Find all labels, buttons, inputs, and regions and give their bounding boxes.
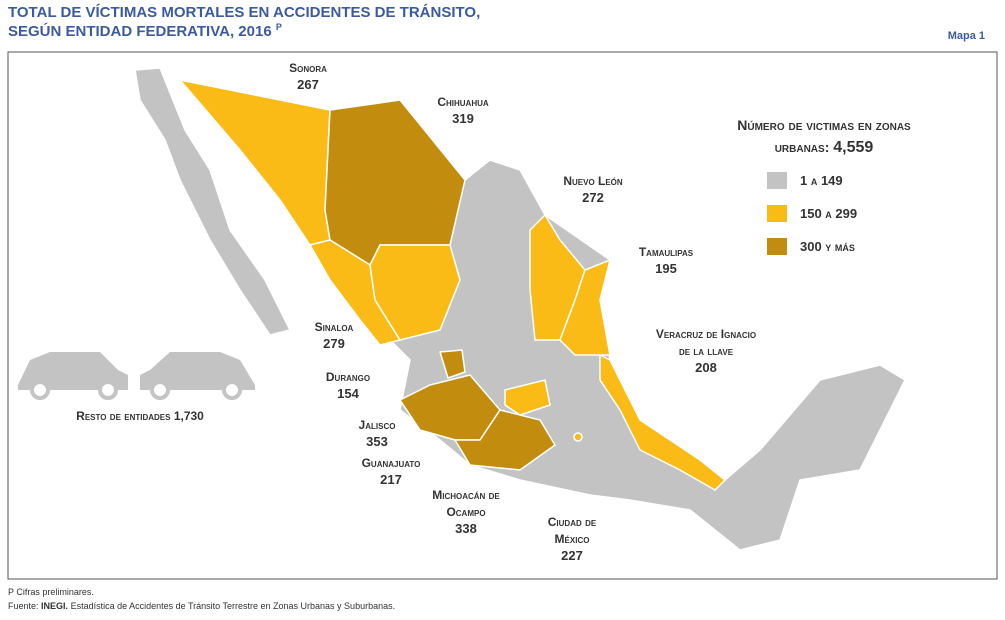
- note-mark: P: [8, 587, 14, 597]
- state-value: 227: [561, 548, 583, 563]
- state-value: 154: [337, 386, 359, 401]
- state-name: Guanajuato: [362, 456, 421, 470]
- legend-title: Número de victimas en zonas: [737, 117, 911, 133]
- guanajuato: [504, 379, 551, 416]
- tamaulipas: [559, 258, 612, 356]
- state-value: 267: [297, 77, 319, 92]
- state-name: Nuevo León: [563, 174, 623, 188]
- state-value: 195: [655, 261, 677, 276]
- title: TOTAL DE VÍCTIMAS MORTALES EN ACCIDENTES…: [8, 4, 481, 21]
- legend-label: 300 y más: [800, 239, 855, 254]
- legend-swatch: [767, 238, 787, 255]
- source-label: Fuente:: [8, 601, 39, 611]
- veracruz: [599, 353, 727, 491]
- state-value: 217: [380, 472, 402, 487]
- cars-icon: [18, 352, 255, 400]
- state-name: Chihuahua: [437, 95, 489, 109]
- frame: [7, 51, 998, 580]
- legend-label: 1 a 149: [800, 173, 843, 188]
- state-value: 272: [582, 190, 604, 205]
- chihuahua: [324, 99, 466, 267]
- rest-label: Resto de entidades 1,730: [76, 409, 204, 423]
- legend-title: urbanas: 4,559: [775, 139, 874, 156]
- source-text: Estadística de Accidentes de Tránsito Te…: [70, 601, 396, 611]
- state-name: Veracruz de Ignacio: [656, 327, 756, 341]
- source-org: INEGI.: [41, 601, 69, 611]
- state-name: Durango: [326, 370, 370, 384]
- title: SEGÚN ENTIDAD FEDERATIVA, 2016 P: [8, 22, 282, 40]
- state-name: Michoacán de: [432, 488, 500, 502]
- state-value: 319: [452, 111, 474, 126]
- baja: [134, 67, 292, 336]
- state-name: Sonora: [289, 61, 327, 75]
- note-text: Cifras preliminares.: [16, 587, 94, 597]
- source: Fuente: INEGI. Estadística de Accidentes…: [8, 601, 395, 611]
- legend-label: 150 a 299: [800, 206, 857, 221]
- small-state: [439, 349, 466, 379]
- state-name: Sinaloa: [315, 320, 354, 334]
- state-value: 208: [695, 360, 717, 375]
- state-name: Ciudad de: [548, 515, 597, 529]
- title-text: SEGÚN ENTIDAD FEDERATIVA, 2016: [8, 23, 272, 40]
- legend-title-text: urbanas:: [775, 139, 830, 155]
- rest-value: 1,730: [174, 409, 204, 423]
- state-name: Tamaulipas: [639, 245, 694, 259]
- state-name: de la llave: [679, 344, 734, 358]
- legend-swatch: [767, 172, 787, 189]
- state-name: Jalisco: [359, 418, 396, 432]
- map-number: Mapa 1: [947, 30, 985, 42]
- state-name: Ocampo: [446, 505, 485, 519]
- durango: [369, 244, 461, 341]
- state-name: México: [555, 532, 590, 546]
- cdmx: [573, 432, 583, 442]
- state-value: 338: [455, 521, 477, 536]
- states: [134, 67, 906, 551]
- title-mark: P: [275, 22, 282, 32]
- state-value: 353: [366, 434, 388, 449]
- state-value: 279: [323, 336, 345, 351]
- rest-name: Resto de entidades: [76, 409, 171, 423]
- michoacan: [453, 409, 556, 471]
- legend-total: 4,559: [833, 139, 873, 156]
- note: P Cifras preliminares.: [8, 587, 94, 597]
- legend-swatch: [767, 205, 787, 222]
